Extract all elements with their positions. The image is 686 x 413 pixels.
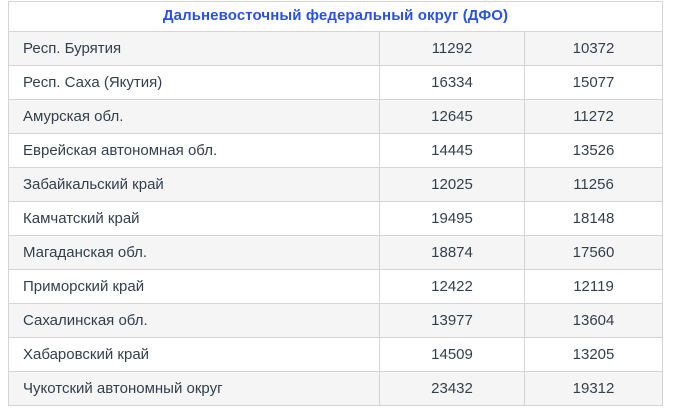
region-name-cell: Хабаровский край [8,337,380,372]
value-cell: 14445 [379,133,525,168]
table-title-row: Дальневосточный федеральный округ (ДФО) [8,1,663,32]
table-row: Камчатский край 19495 18148 [8,201,663,236]
value-cell: 11272 [524,99,663,134]
region-name-cell: Магаданская обл. [8,235,380,270]
table-row: Еврейская автономная обл. 14445 13526 [8,133,663,168]
table-row: Чукотский автономный округ 23432 19312 [8,371,663,406]
region-name-cell: Приморский край [8,269,380,304]
table-row: Сахалинская обл. 13977 13604 [8,303,663,338]
value-cell: 17560 [524,235,663,270]
value-cell: 11256 [524,167,663,202]
region-name-cell: Камчатский край [8,201,380,236]
value-cell: 12645 [379,99,525,134]
value-cell: 12119 [524,269,663,304]
region-name-cell: Сахалинская обл. [8,303,380,338]
value-cell: 13205 [524,337,663,372]
value-cell: 18874 [379,235,525,270]
table-body: Респ. Бурятия 11292 10372 Респ. Саха (Якути… [8,31,663,406]
region-name-cell: Респ. Бурятия [8,31,380,66]
table-row: Респ. Саха (Якутия) 16334 15077 [8,65,663,100]
value-cell: 23432 [379,371,525,406]
value-cell: 11292 [379,31,525,66]
value-cell: 15077 [524,65,663,100]
value-cell: 16334 [379,65,525,100]
table-header: Дальневосточный федеральный округ (ДФО) [8,1,663,32]
regions-table: Дальневосточный федеральный округ (ДФО) … [8,1,663,406]
table-row: Магаданская обл. 18874 17560 [8,235,663,270]
value-cell: 12422 [379,269,525,304]
table-row: Приморский край 12422 12119 [8,269,663,304]
value-cell: 12025 [379,167,525,202]
value-cell: 13604 [524,303,663,338]
region-name-cell: Чукотский автономный округ [8,371,380,406]
region-name-cell: Забайкальский край [8,167,380,202]
region-name-cell: Еврейская автономная обл. [8,133,380,168]
region-name-cell: Респ. Саха (Якутия) [8,65,380,100]
region-name-cell: Амурская обл. [8,99,380,134]
value-cell: 18148 [524,201,663,236]
table-title: Дальневосточный федеральный округ (ДФО) [8,1,663,32]
table-row: Забайкальский край 12025 11256 [8,167,663,202]
value-cell: 13977 [379,303,525,338]
value-cell: 14509 [379,337,525,372]
table-row: Респ. Бурятия 11292 10372 [8,31,663,66]
table-row: Хабаровский край 14509 13205 [8,337,663,372]
value-cell: 19312 [524,371,663,406]
value-cell: 19495 [379,201,525,236]
table-row: Амурская обл. 12645 11272 [8,99,663,134]
value-cell: 10372 [524,31,663,66]
value-cell: 13526 [524,133,663,168]
